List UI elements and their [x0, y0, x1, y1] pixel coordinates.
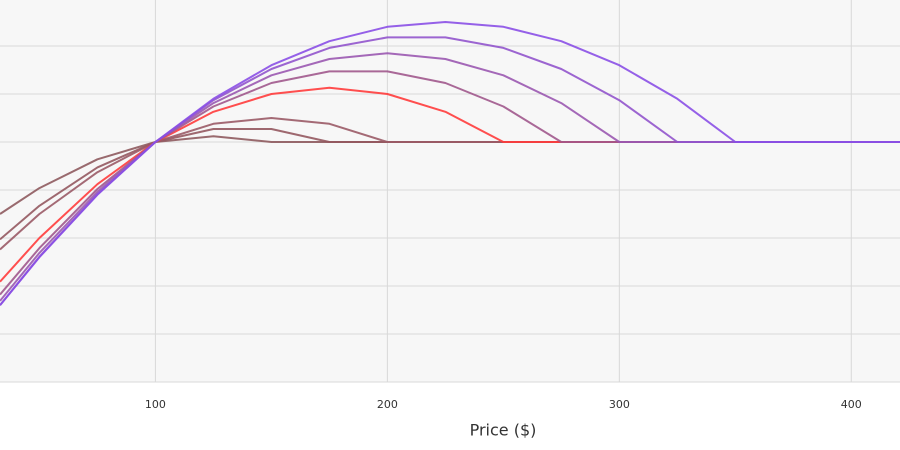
- x-tick-label: 100: [145, 398, 166, 411]
- line-series: [0, 52, 900, 302]
- x-tick-label: 400: [841, 398, 862, 411]
- x-axis-label: Price ($): [470, 421, 537, 440]
- x-tick-label: 300: [609, 398, 630, 411]
- line-series: [0, 21, 900, 306]
- plot-area: [0, 0, 900, 382]
- x-tick-label: 200: [377, 398, 398, 411]
